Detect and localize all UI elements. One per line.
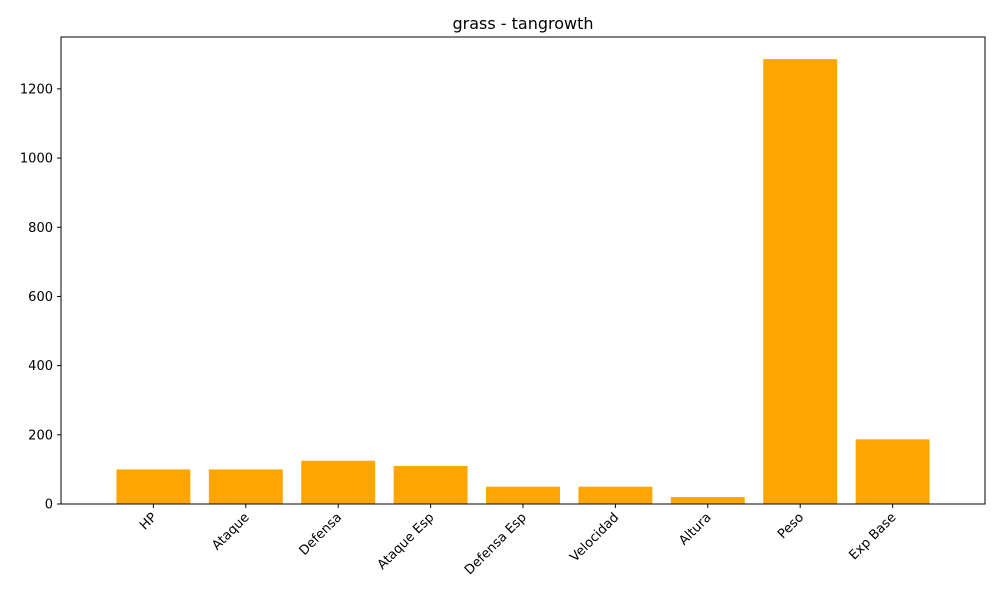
y-tick-label: 800 [28, 221, 53, 236]
x-tick-label: Exp Base [846, 510, 899, 563]
y-tick-label: 1000 [20, 152, 53, 167]
bar-defensa [301, 460, 376, 504]
x-tick-label: Ataque Esp [375, 510, 438, 573]
bar-altura [670, 497, 745, 504]
bar-velocidad [578, 486, 653, 504]
x-axis: HP Ataque Defensa Ataque Esp Defensa Esp Velo… [137, 504, 899, 578]
bar-exp-base [855, 439, 930, 504]
y-tick-label: 600 [28, 290, 53, 305]
x-tick-label: Ataque [209, 510, 252, 553]
bar-defensa-esp [486, 486, 560, 504]
chart-title: grass - tangrowth [452, 14, 593, 33]
y-tick-label: 400 [28, 359, 53, 374]
x-tick-label: Defensa Esp [462, 510, 530, 578]
bar-ataque [208, 469, 283, 504]
bars-group [116, 59, 930, 505]
y-tick-label: 1200 [20, 82, 53, 97]
x-tick-label: Altura [676, 510, 714, 548]
bar-ataque-esp [393, 465, 468, 504]
x-tick-label: Defensa [297, 510, 345, 558]
x-tick-label: Velocidad [567, 510, 622, 565]
x-tick-label: HP [137, 510, 160, 533]
y-axis: 0 200 400 600 800 1000 1200 [20, 82, 61, 513]
bar-hp [116, 469, 191, 504]
y-tick-label: 0 [45, 498, 53, 513]
y-tick-label: 200 [28, 428, 53, 443]
bar-peso [763, 59, 838, 505]
plot-frame [60, 36, 986, 505]
x-tick-label: Peso [775, 510, 807, 542]
